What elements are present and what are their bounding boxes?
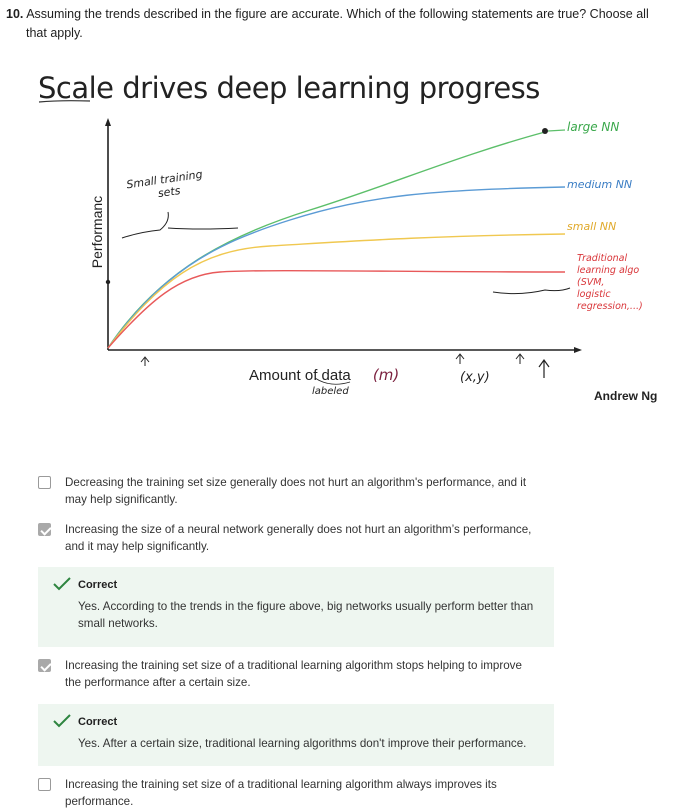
label-traditional-5: regression,...) — [577, 301, 643, 312]
curve-traditional — [107, 269, 566, 349]
label-traditional-1: Traditional — [577, 253, 628, 264]
label-traditional: Traditional learning algo (SVM, logistic… — [577, 253, 643, 313]
label-small-nn: small NN — [567, 220, 617, 233]
option-1-checkbox[interactable] — [38, 476, 51, 489]
label-traditional-3: (SVM, — [577, 277, 605, 288]
chart-canvas — [105, 118, 582, 385]
y-axis-label: Performanc — [89, 195, 105, 269]
feedback-correct-1: Correct Yes. According to the trends in … — [38, 567, 554, 647]
option-1-text-line1: Decreasing the training set size general… — [65, 476, 527, 489]
x-axis-label-text: Amount of data — [249, 367, 351, 384]
author-label: Andrew Ng — [594, 389, 658, 403]
question-text: 10. Assuming the trends described in the… — [6, 5, 666, 43]
check-icon — [53, 577, 71, 591]
labeled-note: labeled — [312, 386, 349, 397]
feedback-title: Correct — [78, 579, 118, 591]
feedback-text-line1: Yes. After a certain size, traditional l… — [78, 737, 527, 750]
feedback-text-line2: small networks. — [78, 617, 158, 630]
y-axis-arrow — [105, 118, 111, 126]
lecture-figure: Scale drives deep learning progress Perf… — [0, 60, 676, 420]
check-icon — [53, 714, 71, 728]
curve-large-nn — [107, 131, 546, 349]
option-4-text-line2: performance. — [65, 795, 134, 808]
option-4-text-line1: Increasing the training set size of a tr… — [65, 778, 497, 791]
xy-note: (x,y) — [460, 370, 490, 385]
question-text-line1: Assuming the trends described in the fig… — [26, 7, 649, 21]
option-4-checkbox[interactable] — [38, 778, 51, 791]
option-3-text-line2: the performance after a certain size. — [65, 676, 251, 689]
option-4[interactable]: Increasing the training set size of a tr… — [38, 776, 548, 810]
large-nn-point — [542, 128, 548, 134]
figure-title: Scale drives deep learning progress — [38, 71, 540, 105]
curve-small-nn — [107, 233, 566, 349]
option-2[interactable]: Increasing the size of a neural network … — [38, 521, 548, 555]
label-medium-nn: medium NN — [567, 178, 633, 191]
question-text-line2: that apply. — [26, 26, 83, 40]
option-2-text-line1: Increasing the size of a neural network … — [65, 523, 532, 536]
option-1[interactable]: Decreasing the training set size general… — [38, 474, 548, 508]
label-traditional-4: logistic — [577, 289, 611, 300]
curve-medium-nn — [107, 186, 566, 349]
option-3[interactable]: Increasing the training set size of a tr… — [38, 657, 548, 691]
x-axis-label: Amount of data (m) — [249, 366, 399, 384]
label-traditional-2: learning algo — [577, 265, 640, 276]
question-number: 10. — [6, 7, 24, 21]
x-axis-variable: (m) — [372, 366, 400, 384]
option-2-text-line2: and it may help significantly. — [65, 540, 210, 553]
x-axis-arrow — [574, 347, 582, 353]
label-large-nn: large NN — [567, 120, 620, 134]
feedback-text-line1: Yes. According to the trends in the figu… — [78, 600, 534, 613]
feedback-correct-2: Correct Yes. After a certain size, tradi… — [38, 704, 554, 766]
option-1-text-line2: may help significantly. — [65, 493, 178, 506]
option-2-checkbox[interactable] — [38, 523, 51, 536]
figure-underline — [38, 100, 91, 103]
option-3-checkbox[interactable] — [38, 659, 51, 672]
option-3-text-line1: Increasing the training set size of a tr… — [65, 659, 522, 672]
feedback-title: Correct — [78, 716, 118, 728]
